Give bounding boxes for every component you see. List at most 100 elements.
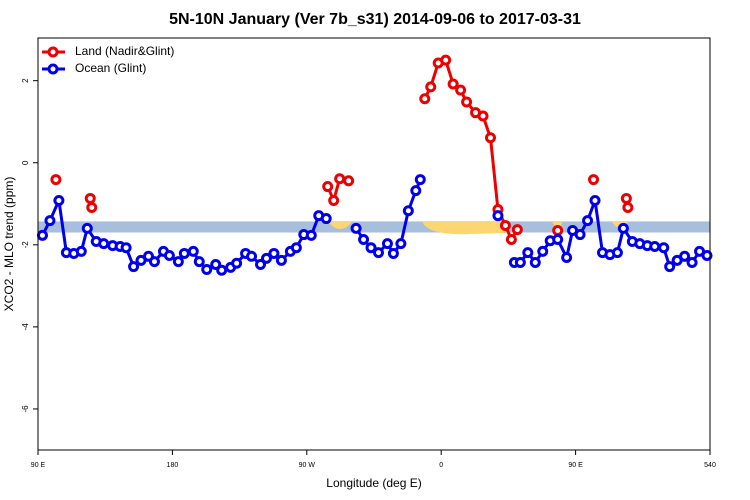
y-axis-label: XCO2 - MLO trend (ppm) [2,177,16,312]
data-point [53,195,65,207]
data-point [231,257,243,269]
background-layer [38,221,710,233]
data-point [447,78,459,90]
data-point [334,173,346,185]
data-point [529,256,541,268]
data-point [649,240,661,252]
data-point [322,181,334,193]
data-point [522,247,534,259]
data-point [44,215,56,227]
data-point [701,249,713,261]
data-point [255,259,267,271]
legend-marker [47,46,59,58]
data-point [561,252,573,264]
data-point [461,96,473,108]
data-point [552,233,564,245]
data-point [617,222,629,234]
data-point [172,256,184,268]
data-point [36,229,48,241]
series-line [88,58,630,243]
data-point [216,264,228,276]
legend-label: Ocean (Glint) [75,61,146,75]
legend-marker [47,63,59,75]
data-point [178,247,190,259]
data-point [381,238,393,250]
data-point [395,238,407,250]
data-point [484,132,496,144]
data-point [658,242,670,254]
data-point [537,245,549,257]
data-point [455,84,467,96]
y-tick-label: 0 [21,160,30,165]
data-point [582,215,594,227]
data-point [120,242,132,254]
data-point [514,256,526,268]
data-point [611,247,623,259]
data-point [686,256,698,268]
data-point [387,247,399,259]
data-point [275,254,287,266]
shading [328,222,352,229]
data-point [552,224,564,236]
data-point [679,250,691,262]
data-point [492,210,504,222]
data-point [290,242,302,254]
data-point [305,229,317,241]
shading [422,222,507,235]
data-point [128,261,140,273]
data-point [620,192,632,204]
data-point [50,174,62,186]
data-point [372,247,384,259]
data-point [588,174,600,186]
y-tick-label: -6 [21,405,30,413]
data-point [75,245,87,257]
legend-label: Land (Nadir&Glint) [75,44,174,58]
data-point [499,220,511,232]
data-point [477,110,489,122]
data-point [320,213,332,225]
data-point [81,222,93,234]
data-point [574,229,586,241]
data-point [589,195,601,207]
reference-band [38,221,710,233]
data-point [86,201,98,213]
data-point [511,224,523,236]
data-point [350,222,362,234]
chart-title: 5N-10N January (Ver 7b_s31) 2014-09-06 t… [169,11,581,28]
x-axis-label: Longitude (deg E) [326,476,421,490]
plot-frame [37,37,711,451]
data-point [84,192,96,204]
x-tick-label: 90 E [568,462,583,469]
data-point [187,245,199,257]
data-point [201,263,213,275]
y-tick-label: 2 [21,78,30,83]
x-tick-label: 90 E [31,462,46,469]
data-point [414,174,426,186]
data-point [358,233,370,245]
data-point [193,256,205,268]
data-point [148,256,160,268]
data-point [622,201,634,213]
data-point [425,81,437,93]
data-point [246,250,258,262]
data-point [419,93,431,105]
data-point [410,185,422,197]
data-point [268,247,280,259]
y-tick-label: -4 [21,323,30,331]
data-point [402,205,414,217]
x-tick-label: 180 [167,462,179,469]
x-tick-label: 540 [704,462,716,469]
data-point [328,195,340,207]
data-point [260,252,272,264]
x-tick-label: 90 W [299,462,316,469]
data-point [163,249,175,261]
data-point [343,175,355,187]
data-point [664,261,676,273]
data-point [440,54,452,66]
x-tick-label: 0 [439,462,443,469]
data-point [98,238,110,250]
foreground-layer: 90 E 180 90 W 0 90 E 540 2 0 -2 -4 -6 Land (Nadir&G… [21,44,716,469]
y-tick-label: -2 [21,241,30,249]
